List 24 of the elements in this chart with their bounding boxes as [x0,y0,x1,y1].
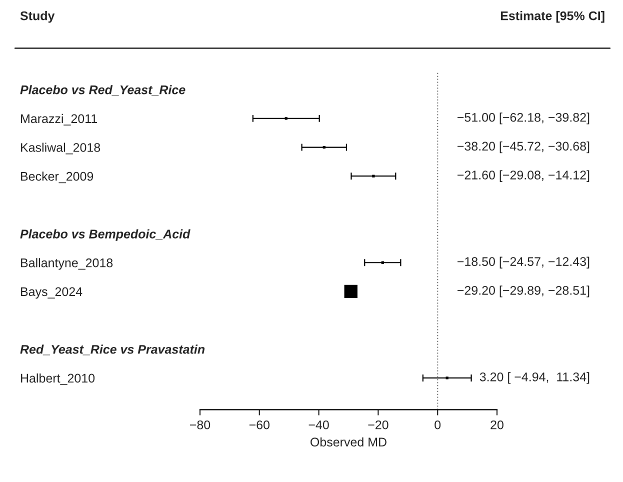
y-tick-label: Becker_2009 [21,172,94,184]
y-tick-label: Placebo vs Bempedoic_Acid [20,229,190,241]
data-label: 3.20 [ −4.94, 11.34] [480,372,590,384]
data-label: −29.20 [−29.89, −28.51] [458,286,590,298]
y-tick-label: Placebo vs Red_Yeast_Rice [20,85,186,96]
y-tick-label: Ballantyne_2018 [21,258,113,270]
y-tick-label: Bays_2024 [21,287,82,299]
x-tick-label: 20 [490,420,504,430]
x-tick-label: 0 [434,420,441,430]
y-tick-label: Kasliwal_2018 [21,142,100,154]
data-label: −38.20 [−45.72, −30.68] [458,141,590,154]
data-label: −51.00 [−62.18, −39.82] [458,112,590,124]
x-tick-label: −20 [368,420,388,430]
text: Estimate [95% CI] [500,11,604,23]
x-tick-label: −80 [190,420,210,430]
x-tick-label: −60 [249,420,270,430]
text: Study [20,11,55,23]
y-tick-label: Halbert_2010 [21,373,95,385]
data-label: −18.50 [−24.57, −12.43] [458,256,590,268]
y-tick-label: Red_Yeast_Rice vs Pravastatin [20,344,205,356]
x-axis-title: Observed MD [310,437,386,447]
x-tick-label: −40 [308,420,329,430]
y-tick-label: Marazzi_2011 [21,114,97,126]
data-label: −21.60 [−29.08, −14.12] [458,170,590,182]
